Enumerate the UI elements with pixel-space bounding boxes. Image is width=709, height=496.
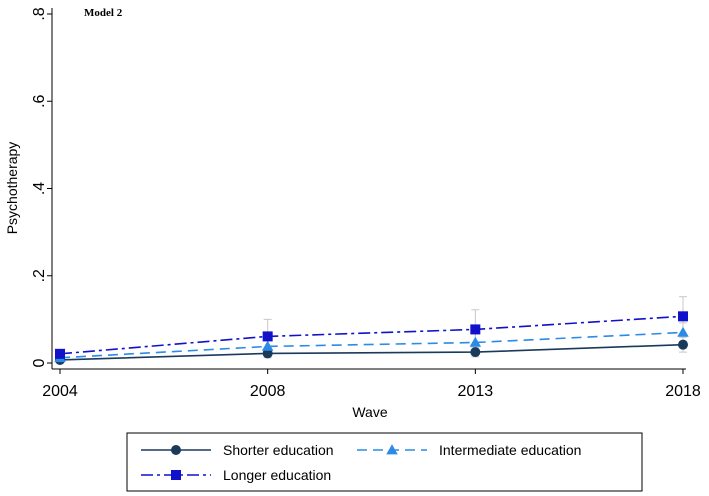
series-line xyxy=(59,343,684,361)
plot-area: 0 .2 .4 .6 .8 2004 2008 2013 2018 xyxy=(31,7,701,400)
x-tick-label: 2004 xyxy=(42,383,78,400)
series-line xyxy=(59,331,684,359)
legend-marker xyxy=(386,444,398,455)
data-point xyxy=(262,331,273,342)
legend-box xyxy=(126,432,643,492)
x-tick-label: 2013 xyxy=(458,383,494,400)
legend-marker xyxy=(171,470,181,480)
y-tick-label: .6 xyxy=(31,94,48,107)
y-axis-label: Psychotherapy xyxy=(4,142,20,235)
data-point xyxy=(262,348,273,359)
legend-label: Shorter education xyxy=(223,442,334,458)
x-tick-label: 2018 xyxy=(665,383,701,400)
data-point xyxy=(678,311,688,322)
panel-label: Model 2 xyxy=(84,7,123,19)
x-axis-label: Wave xyxy=(352,404,387,420)
y-tick-label: .2 xyxy=(31,269,48,282)
y-tick-label: 0 xyxy=(31,358,48,367)
data-point xyxy=(470,347,481,358)
legend: Shorter education Intermediate education L… xyxy=(126,432,643,492)
legend-marker xyxy=(171,445,181,455)
x-tick-label: 2008 xyxy=(250,383,286,400)
y-tick-label: .4 xyxy=(31,182,48,195)
data-point xyxy=(55,348,65,359)
y-tick-label: .8 xyxy=(31,7,48,20)
legend-label: Longer education xyxy=(223,467,331,483)
data-point xyxy=(470,324,481,335)
data-point xyxy=(677,326,689,337)
data-point xyxy=(678,339,688,350)
legend-label: Intermediate education xyxy=(439,442,581,458)
data-point xyxy=(261,340,274,351)
data-point xyxy=(469,336,482,347)
